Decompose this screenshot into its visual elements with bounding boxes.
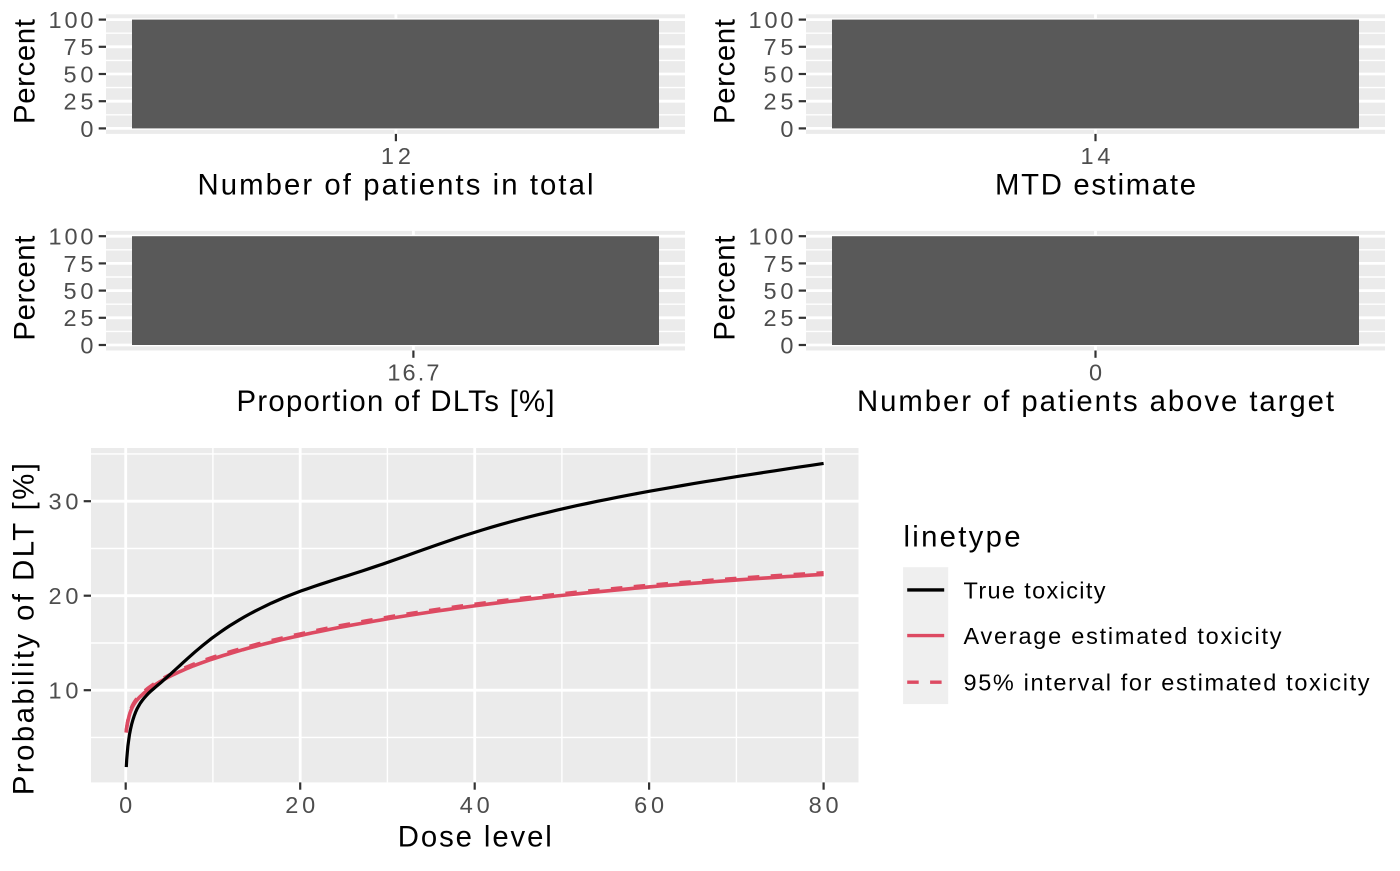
svg-text:100: 100	[49, 224, 94, 250]
svg-text:Average estimated toxicity: Average estimated toxicity	[964, 623, 1282, 649]
svg-text:100: 100	[49, 7, 94, 33]
svg-text:MTD estimate: MTD estimate	[995, 169, 1196, 202]
svg-text:Percent: Percent	[709, 236, 742, 341]
svg-text:Percent: Percent	[709, 19, 742, 124]
svg-text:16.7: 16.7	[387, 359, 439, 385]
svg-text:0: 0	[1089, 359, 1102, 385]
svg-text:True toxicity: True toxicity	[964, 577, 1106, 603]
svg-text:95% interval for estimated tox: 95% interval for estimated toxicity	[964, 670, 1370, 696]
svg-text:linetype: linetype	[904, 521, 1021, 554]
svg-text:Probability of DLT [%]: Probability of DLT [%]	[8, 463, 41, 795]
svg-text:0: 0	[119, 792, 132, 818]
svg-text:Dose level: Dose level	[398, 821, 552, 854]
svg-text:100: 100	[749, 7, 794, 33]
svg-text:0: 0	[80, 332, 93, 358]
svg-text:Proportion of DLTs [%]: Proportion of DLTs [%]	[237, 385, 555, 418]
svg-text:Number of patients above targe: Number of patients above target	[857, 385, 1334, 418]
svg-text:100: 100	[749, 224, 794, 250]
svg-text:0: 0	[780, 332, 793, 358]
svg-text:Number of patients in total: Number of patients in total	[198, 169, 594, 202]
svg-text:0: 0	[80, 116, 93, 142]
svg-text:Percent: Percent	[9, 236, 42, 341]
svg-text:0: 0	[780, 116, 793, 142]
svg-text:Percent: Percent	[9, 19, 42, 124]
